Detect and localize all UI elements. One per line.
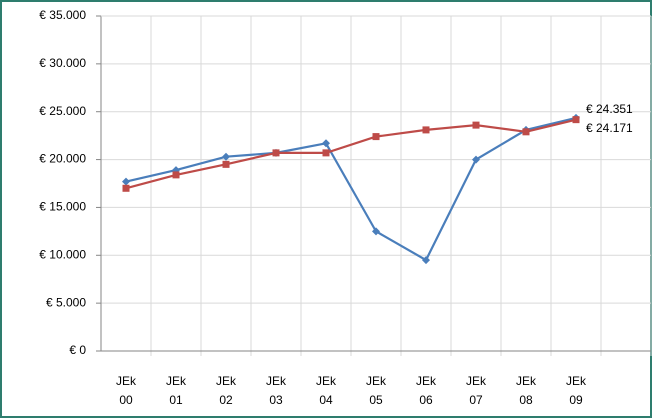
marker: [122, 184, 130, 192]
marker: [272, 149, 280, 157]
marker: [322, 149, 330, 157]
marker: [372, 227, 380, 236]
value-label: € 24.171: [586, 121, 633, 135]
x-tick-label: JEk 07: [465, 374, 486, 407]
x-tick-label: JEk 00: [115, 374, 136, 407]
x-tick-label: JEk 02: [215, 374, 236, 407]
x-tick-label: JEk 03: [265, 374, 286, 407]
y-tick-label: € 10.000: [39, 247, 86, 261]
marker: [472, 121, 480, 129]
marker: [422, 126, 430, 134]
value-label: € 24.351: [586, 102, 633, 116]
x-tick-label: JEk 04: [315, 374, 336, 407]
x-tick-label: JEk 08: [515, 374, 536, 407]
marker: [522, 128, 530, 136]
series-line: [125, 118, 577, 190]
x-tick-label: JEk 01: [165, 374, 186, 407]
marker: [472, 155, 480, 164]
y-tick-label: € 35.000: [39, 8, 86, 22]
x-tick-label: JEk 06: [415, 374, 436, 407]
y-tick-label: € 20.000: [39, 152, 86, 166]
y-tick-label: € 30.000: [39, 56, 86, 70]
marker: [172, 171, 180, 179]
marker: [222, 160, 230, 168]
y-tick-label: € 0: [69, 343, 86, 357]
series-line: [125, 116, 577, 262]
marker: [422, 256, 430, 265]
x-tick-label: JEk 09: [565, 374, 586, 407]
marker: [322, 139, 330, 148]
y-tick-label: € 25.000: [39, 104, 86, 118]
x-tick-label: JEk 05: [365, 374, 386, 407]
marker: [222, 152, 230, 161]
y-tick-label: € 15.000: [39, 200, 86, 214]
y-tick-label: € 5.000: [46, 295, 86, 309]
marker: [122, 177, 130, 186]
marker: [572, 116, 580, 124]
marker: [372, 133, 380, 141]
